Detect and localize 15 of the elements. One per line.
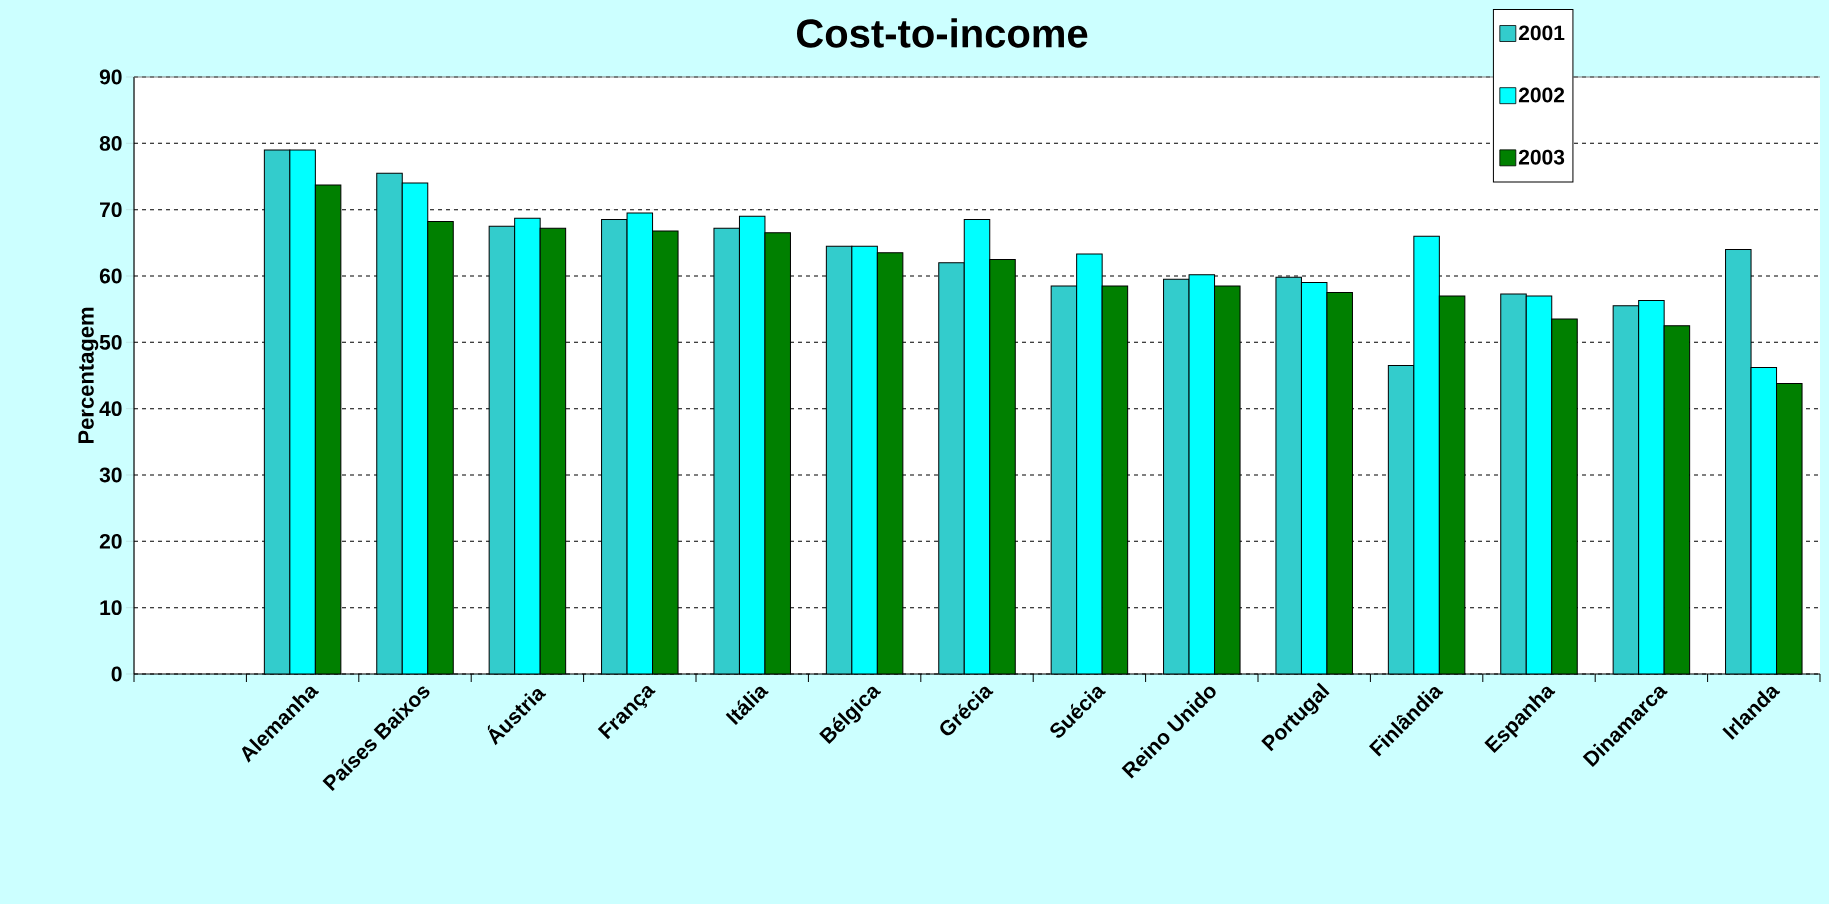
y-tick-label: 90 [99,69,122,85]
y-tick-label: 80 [99,135,122,151]
y-tick-label: 20 [99,533,122,549]
y-tick-label: 70 [100,202,122,218]
y-tick-label: 30 [99,467,122,483]
legend-label: 2003 [1518,149,1565,165]
legend-label: 2002 [1518,87,1565,103]
legend-label: 2001 [1518,25,1565,41]
chart-title: Cost-to-income [797,18,1088,48]
y-tick-label: 0 [111,666,122,682]
y-tick-label: 40 [99,401,122,417]
y-axis-title: Percentagem [78,307,99,444]
y-tick-label: 10 [100,600,122,616]
y-tick-label: 50 [99,334,122,350]
y-tick-label: 60 [99,268,122,284]
